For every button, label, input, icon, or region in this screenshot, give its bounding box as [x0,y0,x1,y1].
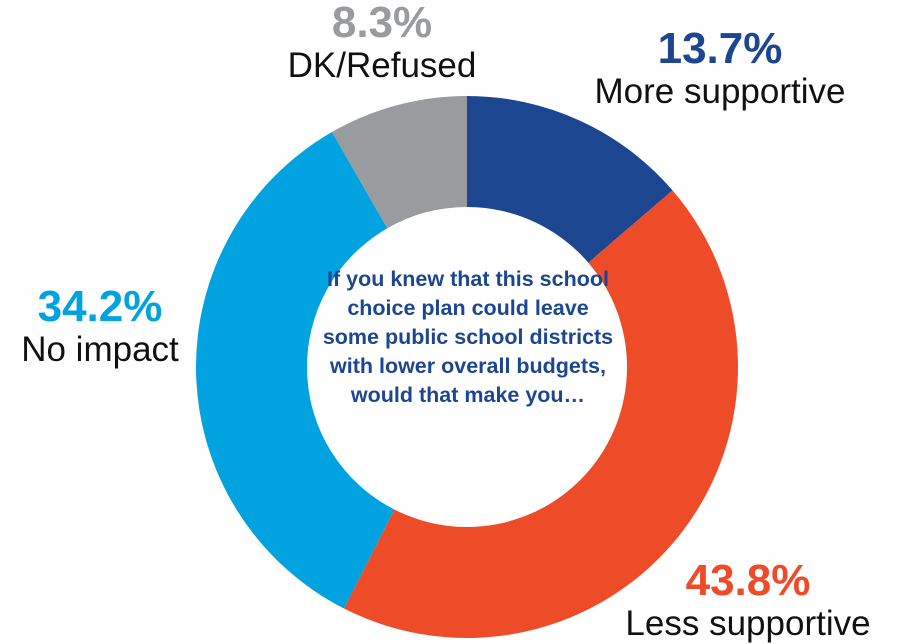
label-dk-refused: 8.3% DK/Refused [262,0,502,86]
donut-slices [196,96,738,638]
category-label-no-impact: No impact [21,330,179,369]
center-question-text: If you knew that this school choice plan… [322,267,614,407]
label-less-supportive: 43.8% Less supportive [600,558,896,644]
label-no-impact: 34.2% No impact [0,284,200,370]
category-label-dk-refused: DK/Refused [287,46,477,85]
value-label-no-impact: 34.2% [37,282,163,331]
slice-no-impact [196,132,395,609]
slice-less-supportive [343,190,738,638]
slice-more-supportive [467,96,673,263]
label-more-supportive: 13.7% More supportive [565,26,875,112]
value-label-dk-refused: 8.3% [331,0,433,47]
category-label-less-supportive: Less supportive [625,604,871,643]
value-label-less-supportive: 43.8% [685,556,811,605]
value-label-more-supportive: 13.7% [657,24,783,73]
category-label-more-supportive: More supportive [594,72,846,111]
slice-dk-refused [331,96,467,229]
